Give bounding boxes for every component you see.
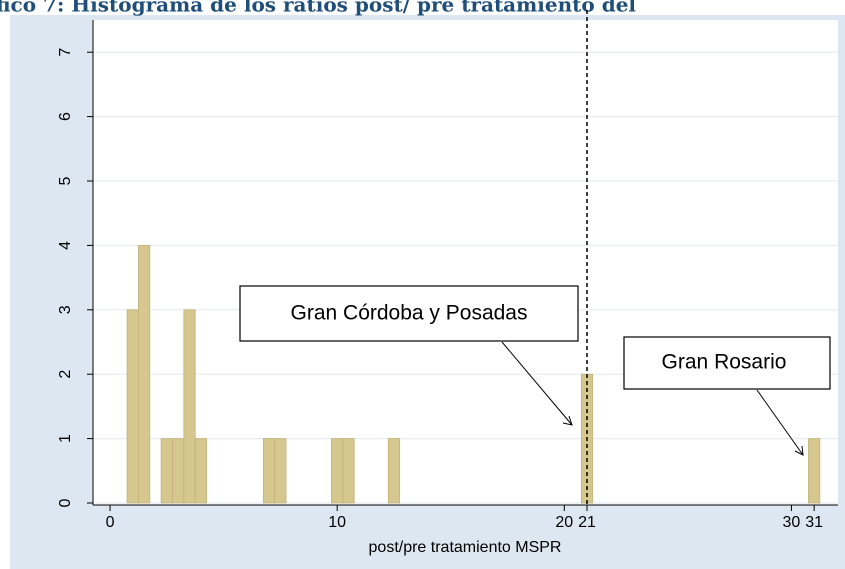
chart-title: fico 7: Histograma de los ratios post/ p…	[0, 0, 636, 17]
y-tick-label: 0	[57, 498, 74, 507]
annotation-box	[623, 336, 831, 390]
annotation-arrow	[501, 341, 573, 426]
x-tick-label: 30	[783, 514, 801, 531]
x-tick-label: 31	[805, 514, 823, 531]
bar	[808, 438, 821, 504]
bar	[194, 438, 207, 504]
y-tick-label: 1	[57, 434, 74, 443]
annotation: Gran Córdoba y Posadas	[291, 302, 528, 325]
y-tick-label: 5	[57, 176, 74, 185]
x-tick-label: 21	[578, 514, 596, 531]
bar	[138, 244, 151, 504]
y-tick-label: 4	[57, 241, 74, 250]
bar	[172, 438, 185, 504]
bar	[126, 309, 139, 504]
y-tick-label: 3	[57, 305, 74, 314]
arrow-head	[562, 415, 573, 426]
annotation-box	[239, 285, 579, 342]
y-tick-label: 2	[57, 370, 74, 379]
arrow-head	[794, 445, 804, 456]
y-tick-label: 7	[57, 48, 74, 57]
plot-area	[93, 20, 838, 505]
x-tick-label: 20	[555, 514, 573, 531]
bar	[331, 438, 344, 504]
y-tick-label: 6	[57, 112, 74, 121]
bar	[262, 438, 276, 504]
annotation: Gran Rosario	[662, 351, 787, 374]
bar	[160, 438, 173, 504]
x-tick-label: 10	[328, 514, 346, 531]
x-axis-label: post/pre tratamiento MSPR	[369, 539, 562, 556]
bar	[342, 438, 355, 504]
annotation-arrow	[756, 389, 804, 456]
bar	[387, 438, 401, 504]
x-tick-label: 0	[106, 514, 115, 531]
bar	[183, 309, 196, 504]
bar	[274, 438, 287, 504]
